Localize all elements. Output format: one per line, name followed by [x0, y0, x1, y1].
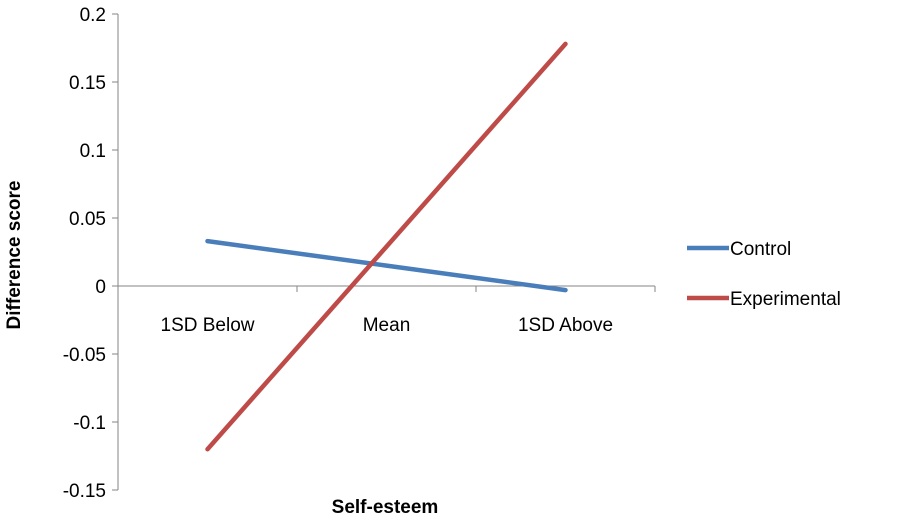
legend-label-experimental: Experimental — [730, 289, 841, 310]
series-layer — [205, 41, 568, 452]
x-tick-label: 1SD Below — [161, 315, 255, 336]
y-tick-label: 0.05 — [69, 209, 106, 230]
x-tick-label: Mean — [363, 315, 411, 336]
y-axis-title: Difference score — [4, 181, 25, 330]
y-tick-label: -0.15 — [63, 481, 106, 502]
y-tick-label: -0.1 — [73, 413, 106, 434]
y-tick-label: -0.05 — [63, 345, 106, 366]
series-line-control — [205, 238, 568, 293]
x-axis: 1SD Below Mean 1SD Above — [117, 285, 656, 336]
y-tick-label: 0.15 — [69, 73, 106, 94]
x-tick-label: 1SD Above — [518, 315, 613, 336]
legend: Control Experimental — [687, 239, 841, 310]
y-tick-label: 0.2 — [80, 5, 106, 26]
y-axis: -0.15 -0.1 -0.05 0 0.05 0.1 0.15 0.2 — [63, 5, 119, 502]
y-tick-label: 0 — [95, 277, 106, 298]
series-line-experimental — [205, 41, 568, 452]
y-tick-label: 0.1 — [80, 141, 106, 162]
legend-label-control: Control — [730, 239, 791, 260]
x-axis-title: Self-esteem — [332, 497, 439, 518]
